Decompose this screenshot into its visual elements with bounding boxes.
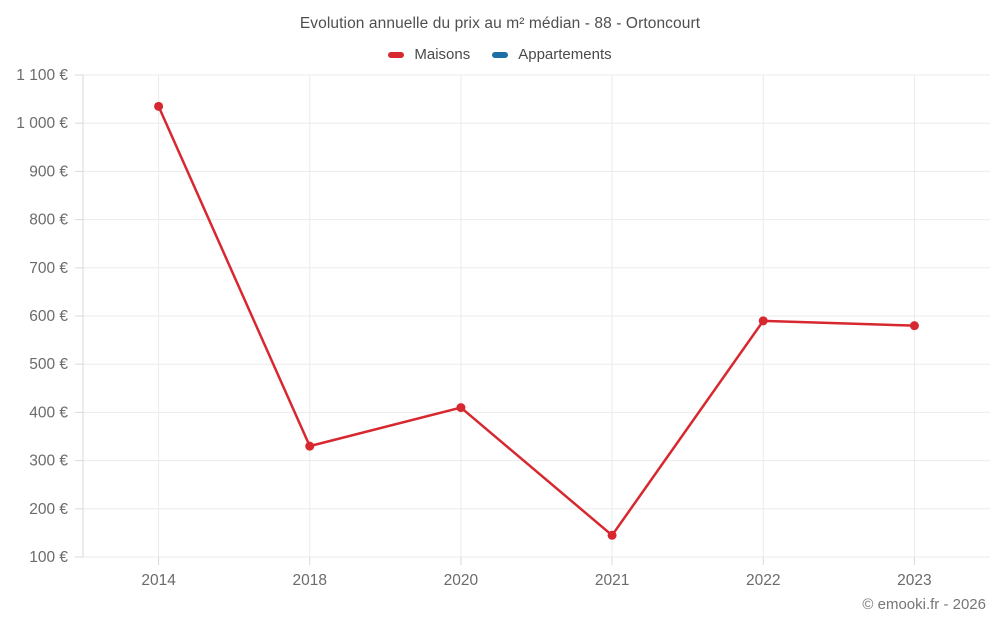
data-point-maisons-2014 bbox=[154, 101, 164, 111]
legend-swatch bbox=[492, 51, 509, 58]
y-tick-label: 200 € bbox=[29, 501, 68, 518]
watermark: © emooki.fr - 2026 bbox=[862, 596, 986, 613]
legend-swatch bbox=[388, 51, 405, 58]
legend-label: Appartements bbox=[518, 46, 612, 63]
y-tick-label: 300 € bbox=[29, 453, 68, 470]
y-tick-label: 500 € bbox=[29, 356, 68, 373]
y-tick-label: 1 000 € bbox=[16, 115, 68, 132]
legend-label: Maisons bbox=[414, 46, 471, 63]
y-tick-label: 100 € bbox=[29, 549, 68, 566]
legend-item-appartements[interactable]: Appartements bbox=[492, 46, 612, 63]
data-point-maisons-2022 bbox=[758, 316, 768, 326]
chart-title: Evolution annuelle du prix au m² médian … bbox=[299, 15, 701, 32]
data-point-maisons-2021 bbox=[607, 530, 617, 540]
data-point-maisons-2023 bbox=[909, 321, 919, 331]
data-point-maisons-2020 bbox=[456, 403, 466, 413]
data-point-maisons-2018 bbox=[305, 441, 315, 451]
x-tick-label: 2021 bbox=[595, 572, 629, 589]
x-tick-label: 2023 bbox=[897, 572, 931, 589]
x-tick-label: 2022 bbox=[746, 572, 780, 589]
x-tick-label: 2014 bbox=[141, 572, 176, 589]
y-tick-label: 600 € bbox=[29, 308, 68, 325]
chart-legend: Maisons Appartements bbox=[0, 46, 1000, 63]
y-tick-label: 900 € bbox=[29, 163, 68, 180]
y-tick-label: 800 € bbox=[29, 212, 68, 229]
x-tick-label: 2018 bbox=[293, 572, 327, 589]
y-tick-label: 700 € bbox=[29, 260, 68, 277]
x-tick-label: 2020 bbox=[444, 572, 479, 589]
legend-item-maisons[interactable]: Maisons bbox=[388, 46, 470, 63]
y-tick-label: 400 € bbox=[29, 404, 68, 421]
series-line-maisons bbox=[157, 105, 916, 537]
y-tick-label: 1 100 € bbox=[16, 67, 68, 84]
